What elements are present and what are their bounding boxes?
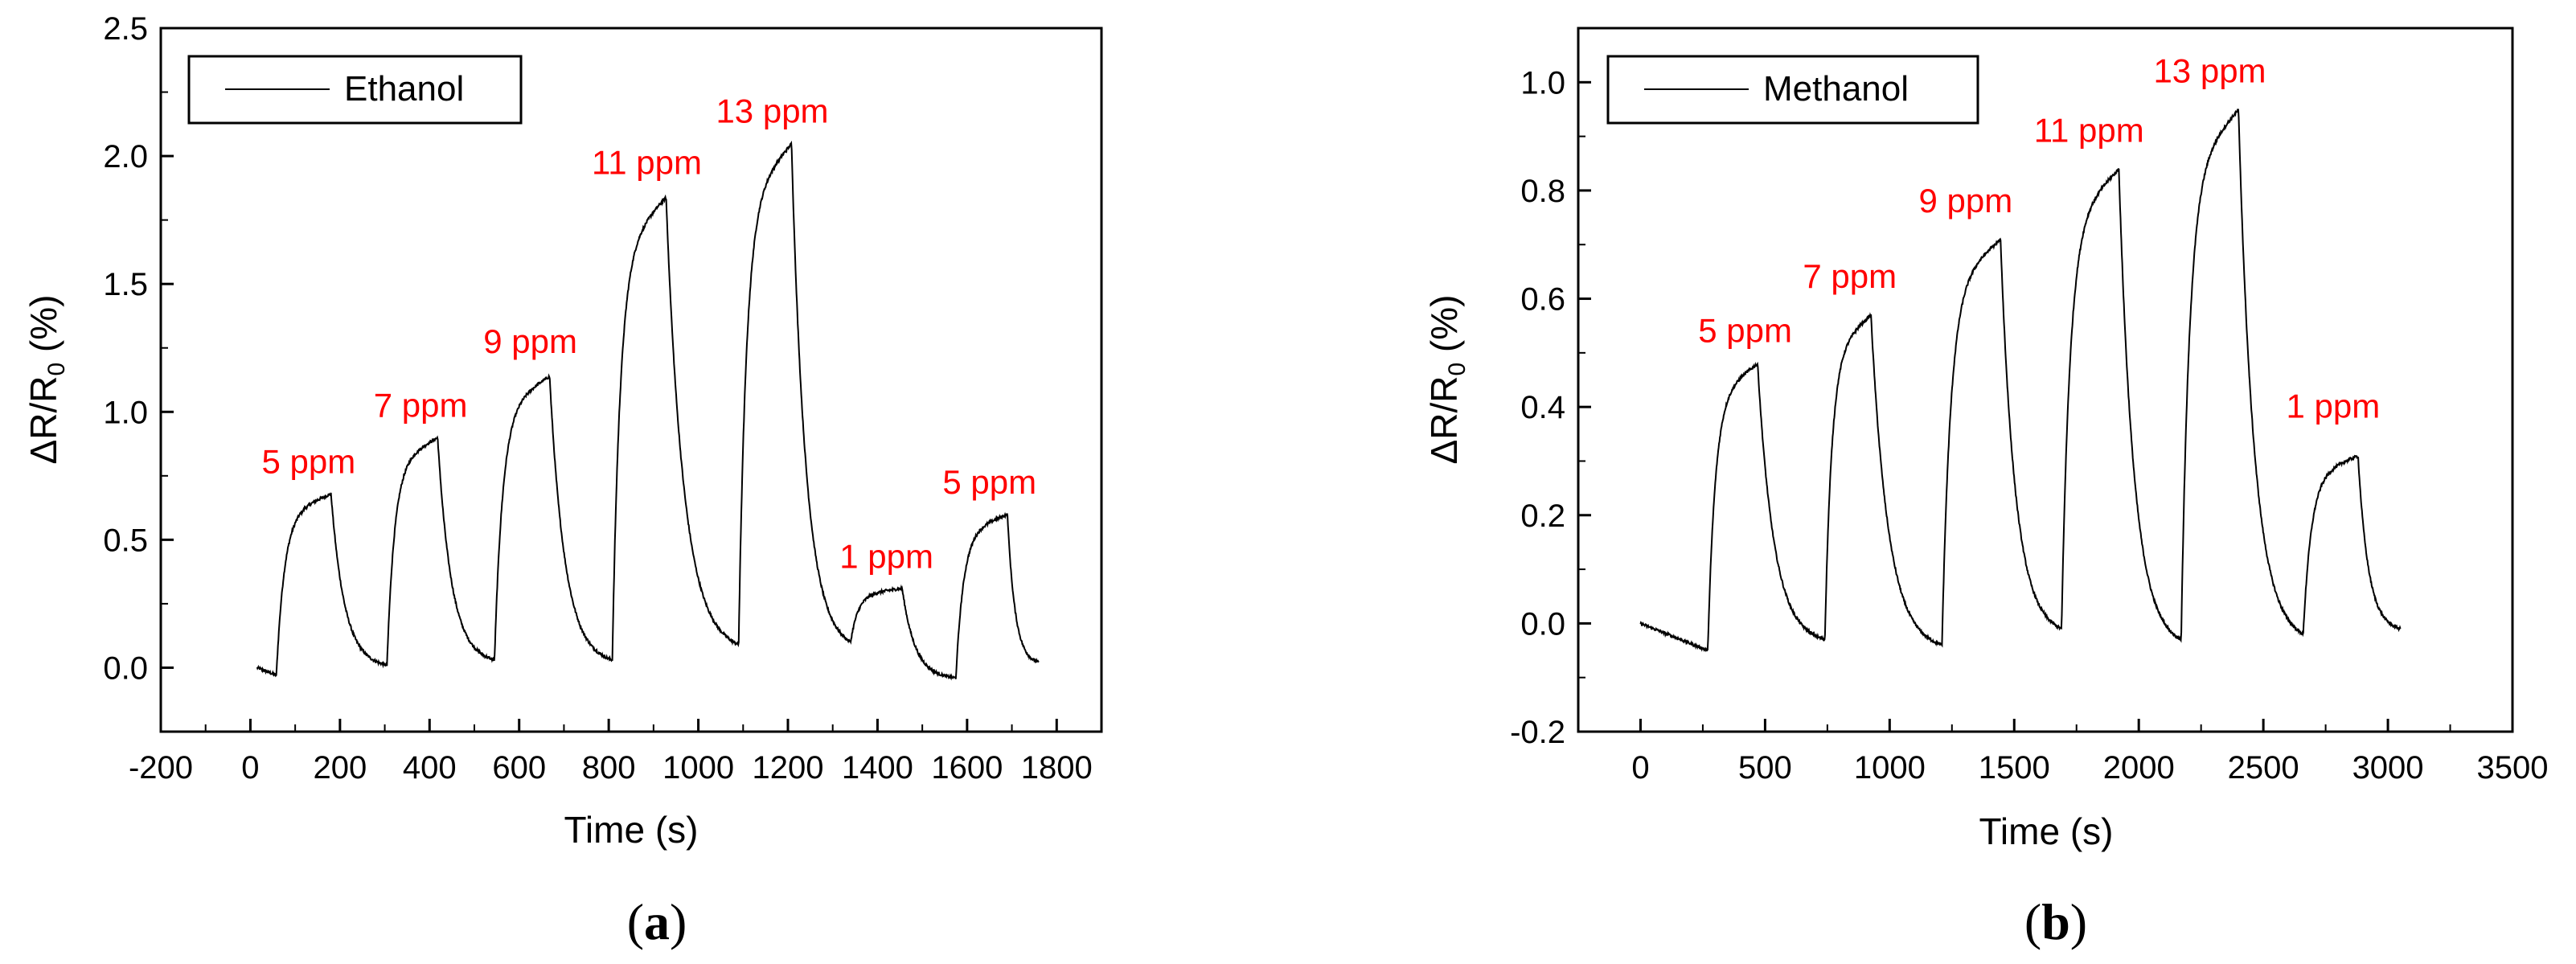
y-tick-label-b-1: 0.0 (1520, 606, 1565, 642)
y-axis-title-a: ΔR/R0 (%) (23, 295, 70, 465)
y-tick-label-a-2: 1.0 (103, 395, 148, 430)
legend-b: Methanol (1606, 55, 1979, 125)
x-tick-label-a-7: 1200 (753, 750, 824, 786)
y-tick-label-b-6: 1.0 (1520, 65, 1565, 101)
x-tick-label-a-4: 600 (492, 750, 546, 786)
x-tick-label-b-3: 1500 (1979, 750, 2050, 786)
y-tick-label-a-1: 0.5 (103, 523, 148, 558)
y-tick-label-b-2: 0.2 (1520, 498, 1565, 534)
concentration-label-a-5: 1 ppm (839, 537, 933, 575)
panel-letter-a: a (644, 893, 670, 950)
concentration-label-a-6: 5 ppm (942, 463, 1036, 501)
x-tick-label-a-5: 800 (582, 750, 636, 786)
x-tick-label-b-6: 3000 (2352, 750, 2424, 786)
x-tick-label-b-5: 2500 (2228, 750, 2299, 786)
concentration-label-b-3: 11 ppm (2034, 111, 2144, 149)
panel-letter-b: b (2041, 893, 2070, 950)
concentration-label-a-2: 9 ppm (483, 322, 577, 360)
panel-label-b: (b) (2024, 893, 2087, 950)
x-tick-label-b-2: 1000 (1854, 750, 1926, 786)
panel-label-a: (a) (627, 893, 687, 950)
y-tick-label-a-0: 0.0 (103, 650, 148, 686)
y-axis-title-main-b: ΔR/R (1423, 376, 1465, 465)
y-axis-title-sub-a: 0 (43, 363, 70, 376)
concentration-label-a-1: 7 ppm (374, 387, 468, 425)
concentration-label-a-3: 11 ppm (592, 143, 702, 181)
legend-a: Ethanol (187, 55, 523, 125)
y-tick-label-a-5: 2.5 (103, 11, 148, 47)
y-tick-label-a-3: 1.5 (103, 267, 148, 302)
y-tick-label-a-4: 2.0 (103, 139, 148, 174)
y-tick-label-b-5: 0.8 (1520, 174, 1565, 209)
series-line-a (256, 140, 1040, 681)
y-tick-label-b-4: 0.6 (1520, 282, 1565, 318)
concentration-label-b-2: 9 ppm (1918, 182, 2012, 219)
x-tick-label-a-6: 1000 (662, 750, 734, 786)
plot-frame-b (1577, 27, 2514, 733)
x-tick-label-a-2: 200 (313, 750, 367, 786)
panel-a-ethanol: -200 0 200 400 600 800 1000 1200 1400 1600 1800 0.… (23, 11, 1103, 950)
y-tick-label-b-0: -0.2 (1510, 715, 1565, 750)
x-tick-label-a-10: 1800 (1021, 750, 1093, 786)
x-tick-label-b-1: 500 (1738, 750, 1792, 786)
y-axis-title-tail-b: (%) (1423, 295, 1465, 363)
legend-label-a: Ethanol (344, 69, 464, 109)
x-tick-label-a-8: 1400 (842, 750, 913, 786)
x-tick-label-a-1: 0 (241, 750, 259, 786)
series-line-b (1639, 109, 2402, 653)
concentration-label-b-5: 1 ppm (2287, 388, 2381, 425)
x-tick-label-b-7: 3500 (2477, 750, 2549, 786)
x-tick-label-b-4: 2000 (2103, 750, 2175, 786)
concentration-label-a-4: 13 ppm (716, 92, 828, 130)
y-axis-title-tail-a: (%) (23, 295, 64, 363)
concentration-label-b-4: 13 ppm (2153, 51, 2266, 89)
y-axis-title-main-a: ΔR/R (23, 376, 64, 465)
x-tick-label-b-0: 0 (1631, 750, 1649, 786)
x-tick-label-a-0: -200 (129, 750, 193, 786)
concentration-label-b-0: 5 ppm (1698, 311, 1792, 349)
x-tick-label-a-9: 1600 (931, 750, 1003, 786)
x-axis-title-b: Time (s) (1979, 810, 2114, 852)
panel-b-methanol: 0 500 1000 1500 2000 2500 3000 3500 -0.2 0.0 0.2 0… (1423, 27, 2549, 950)
concentration-label-a-0: 5 ppm (261, 443, 355, 481)
plot-frame-a (159, 27, 1103, 733)
y-axis-title-b: ΔR/R0 (%) (1423, 295, 1471, 465)
x-axis-title-a: Time (s) (564, 809, 699, 851)
concentration-label-b-1: 7 ppm (1803, 257, 1897, 295)
legend-label-b: Methanol (1763, 69, 1909, 109)
x-tick-label-a-3: 400 (403, 750, 457, 786)
y-axis-title-sub-b: 0 (1444, 363, 1471, 376)
y-tick-label-b-3: 0.4 (1520, 390, 1565, 425)
